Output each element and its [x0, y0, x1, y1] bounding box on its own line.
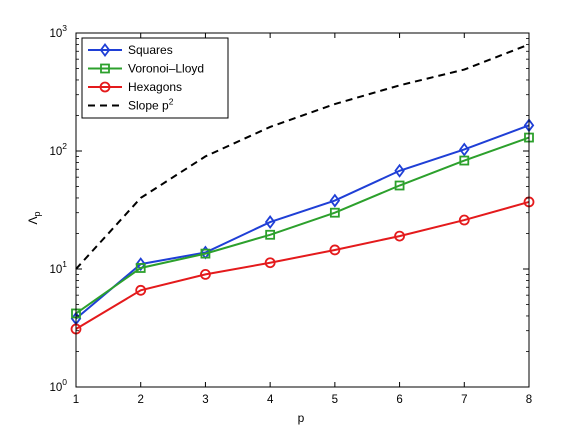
data-point	[458, 214, 470, 226]
legend: Squares Voronoi–Lloyd Hexagons Slope p2	[81, 37, 229, 119]
legend-entry: Hexagons	[88, 80, 182, 94]
series-3	[75, 43, 530, 270]
legend-entry: Slope p2	[88, 97, 174, 113]
x-tick-label: 1	[73, 394, 79, 406]
legend-label: Hexagons	[128, 80, 182, 94]
data-point	[394, 163, 405, 178]
legend-label: Squares	[128, 43, 173, 57]
x-tick-label: 4	[267, 394, 274, 406]
data-point	[459, 155, 470, 166]
legend-entry: Voronoi–Lloyd	[88, 62, 204, 76]
series-line	[75, 136, 530, 315]
data-point	[200, 268, 211, 280]
data-point	[200, 248, 211, 259]
series-layer	[70, 43, 535, 335]
x-tick-label: 7	[461, 394, 467, 406]
y-tick-label: 102	[49, 141, 67, 158]
legend-marker	[99, 81, 111, 93]
y-tick-label: 101	[49, 259, 67, 276]
x-tick-label: 5	[332, 394, 338, 406]
y-axis-label-subscript: p	[32, 211, 42, 216]
data-point	[265, 229, 276, 240]
x-tick-label: 2	[138, 394, 144, 406]
legend-label: Voronoi–Lloyd	[128, 62, 204, 76]
data-point	[264, 215, 276, 230]
data-point	[329, 244, 341, 256]
series-line	[75, 200, 530, 330]
x-axis-label: p	[298, 411, 305, 425]
data-point	[394, 180, 405, 191]
data-point	[135, 257, 146, 272]
legend-entry: Squares	[88, 43, 173, 57]
y-tick-label: 103	[49, 23, 67, 40]
legend-marker	[100, 63, 110, 74]
x-tick-label: 3	[202, 394, 208, 406]
data-point	[135, 284, 147, 296]
y-tick-label: 100	[49, 377, 67, 394]
legend-label: Slope p2	[128, 97, 174, 113]
data-point	[459, 142, 470, 157]
data-point	[329, 207, 340, 218]
data-point	[394, 230, 405, 242]
series-line	[75, 43, 530, 270]
axes-box	[75, 32, 530, 388]
x-tick-label: 6	[396, 394, 402, 406]
series-line	[75, 124, 530, 320]
x-tick-label: 8	[526, 394, 532, 406]
legend-marker	[99, 43, 111, 57]
series-2	[70, 196, 535, 335]
axis-frame	[75, 32, 530, 388]
data-point	[264, 257, 276, 269]
y-axis-label: Λp	[26, 211, 42, 224]
data-point	[329, 193, 341, 208]
data-point	[135, 263, 146, 273]
